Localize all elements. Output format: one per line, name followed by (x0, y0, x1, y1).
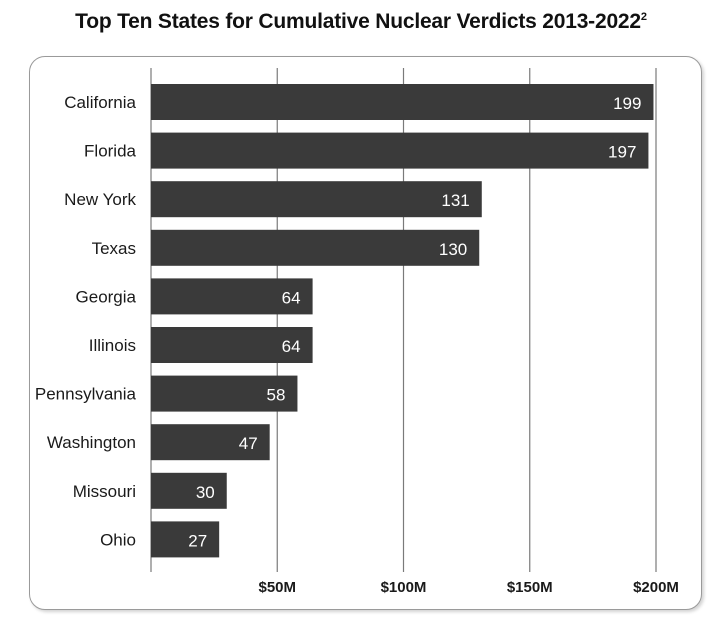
category-label: Georgia (76, 287, 137, 306)
bar (151, 375, 298, 412)
data-label: 58 (267, 386, 286, 405)
category-label: Illinois (89, 336, 136, 355)
title-footnote: 2 (640, 11, 647, 23)
category-label: Texas (92, 239, 136, 258)
data-label: 27 (188, 531, 207, 550)
bar (151, 521, 220, 558)
data-label: 64 (282, 337, 301, 356)
category-label: California (64, 93, 136, 112)
bar (151, 181, 482, 218)
chart-title-text: Top Ten States for Cumulative Nuclear Ve… (75, 10, 641, 33)
category-label: Washington (47, 433, 136, 452)
x-tick-label: $150M (507, 579, 553, 596)
bar (151, 132, 649, 169)
bar (151, 84, 654, 120)
data-label: 64 (282, 288, 301, 307)
bar (151, 327, 313, 363)
category-label: Pennsylvania (35, 385, 137, 404)
category-label: New York (64, 190, 136, 209)
data-label: 131 (441, 191, 469, 210)
data-label: 47 (239, 434, 258, 453)
bar (151, 424, 270, 461)
x-tick-label: $50M (258, 579, 296, 596)
data-label: 30 (196, 483, 215, 502)
bar (151, 229, 480, 266)
category-label: Missouri (73, 482, 136, 501)
x-tick-label: $200M (633, 579, 679, 596)
x-tick-label: $100M (381, 579, 427, 596)
bar (151, 278, 313, 315)
data-label: 130 (439, 240, 467, 259)
bar (151, 472, 227, 509)
chart-title: Top Ten States for Cumulative Nuclear Ve… (0, 10, 722, 34)
category-label: Ohio (100, 530, 136, 549)
data-label: 199 (613, 94, 641, 113)
category-label: Florida (84, 142, 137, 161)
data-label: 197 (608, 143, 636, 162)
